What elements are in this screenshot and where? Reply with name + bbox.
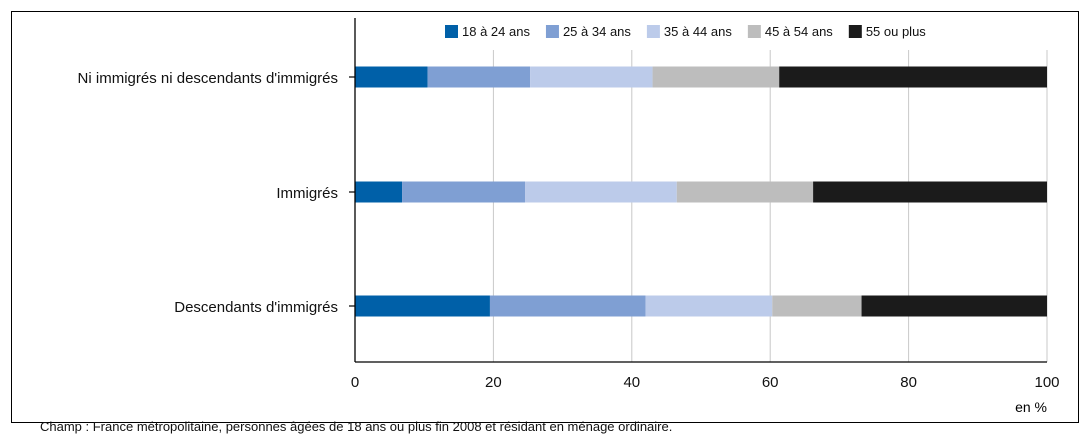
legend-label: 25 à 34 ans xyxy=(563,24,631,39)
chart-frame xyxy=(11,11,1079,423)
category-label: Ni immigrés ni descendants d'immigrés xyxy=(78,70,338,87)
legend-label: 35 à 44 ans xyxy=(664,24,732,39)
legend-swatch xyxy=(445,25,458,38)
legend-label: 45 à 54 ans xyxy=(765,24,833,39)
x-tick-label: 20 xyxy=(485,374,502,391)
bars xyxy=(355,66,1047,317)
x-tick-label: 100 xyxy=(1034,374,1059,391)
legend-swatch xyxy=(545,25,559,38)
bar-segment xyxy=(355,66,428,88)
bar-segment xyxy=(530,66,653,88)
bar-segment xyxy=(427,66,531,88)
category-label: Immigrés xyxy=(276,185,338,202)
footnote: Champ : France métropolitaine, personnes… xyxy=(40,419,673,434)
x-tick-label: 0 xyxy=(351,374,359,391)
bar-segment xyxy=(525,181,677,203)
bar-segment xyxy=(861,295,1047,317)
bar-segment xyxy=(813,181,1047,203)
x-tick-labels: 0 20 40 60 80 100 xyxy=(351,374,1060,391)
legend-swatch xyxy=(848,25,862,38)
bar-segment xyxy=(645,295,773,317)
bar-segment xyxy=(772,295,862,317)
bar-segment xyxy=(652,66,780,88)
bar-segment xyxy=(355,181,403,203)
legend-label: 55 ou plus xyxy=(866,24,926,39)
category-label: Descendants d'immigrés xyxy=(174,299,338,316)
x-tick-label: 80 xyxy=(900,374,917,391)
legend-label: 18 à 24 ans xyxy=(462,24,530,39)
legend-swatch xyxy=(646,25,660,38)
x-unit-label: en % xyxy=(1015,399,1047,415)
bar-segment xyxy=(676,181,814,203)
legend: 18 à 24 ans 25 à 34 ans 35 à 44 ans 45 à 54… xyxy=(445,24,926,39)
x-tick-label: 60 xyxy=(762,374,779,391)
x-tick-label: 40 xyxy=(623,374,640,391)
bar-segment xyxy=(355,295,490,317)
category-labels: Ni immigrés ni descendants d'immigrés Imm… xyxy=(78,70,338,316)
bar-segment xyxy=(489,295,646,317)
bar-segment xyxy=(402,181,526,203)
bar-segment xyxy=(779,66,1047,88)
axes xyxy=(349,18,1047,363)
legend-swatch xyxy=(747,25,761,38)
